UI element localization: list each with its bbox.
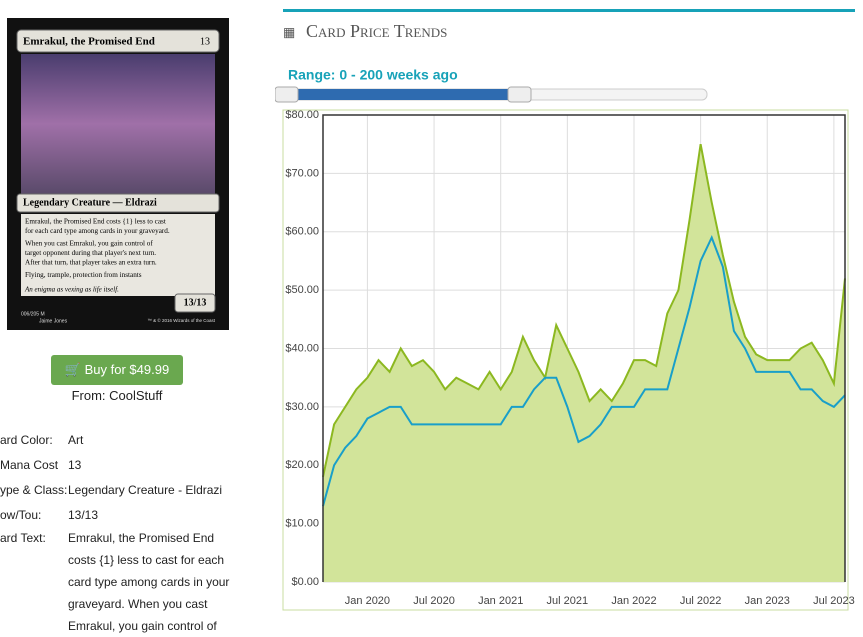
collector: 006/205 M: [21, 311, 45, 317]
type-bar: [16, 193, 220, 213]
text-box: [21, 214, 215, 296]
y-tick-label: $10.00: [285, 518, 319, 530]
x-tick-label: Jul 2020: [413, 595, 455, 607]
rule-line: target opponent during that player's nex…: [25, 249, 156, 257]
detail-value: 13: [68, 458, 82, 472]
rule-line: Flying, trample, protection from instant…: [25, 271, 142, 279]
calendar-icon: ▦: [283, 24, 295, 39]
card-image: Emrakul, the Promised End 13 Legendary C…: [7, 18, 229, 330]
copyright: ™ & © 2016 Wizards of the Coast: [147, 317, 215, 323]
x-tick-label: Jan 2021: [478, 595, 523, 607]
pt-box: [174, 293, 216, 313]
slider-range: [275, 89, 520, 100]
detail-label: ard Color:: [0, 433, 53, 447]
area: [323, 144, 845, 582]
card-name: Emrakul, the Promised End: [23, 36, 155, 48]
x-tick-label: Jul 2023: [813, 595, 855, 607]
detail-label: ype & Class:: [0, 483, 68, 497]
rules: Emrakul, the Promised End costs {1} less…: [25, 218, 170, 280]
rule-line: Emrakul, the Promised End costs {1} less…: [25, 218, 166, 226]
range-label: Range: 0 - 200 weeks ago: [288, 67, 458, 83]
chart: ▦ Card Price Trends Range: 0 - 200 weeks…: [275, 9, 855, 611]
slider-handle[interactable]: [275, 86, 299, 103]
x-tick-label: Jan 2023: [745, 595, 790, 607]
card-flavor: An enigma as vexing as life itself.: [24, 286, 119, 294]
detail-value: Emrakul, the Promised End costs {1} less…: [68, 531, 230, 633]
buy-button[interactable]: 🛒 Buy for $49.99: [51, 355, 183, 385]
y-tick-label: $50.00: [285, 284, 319, 296]
card-art: [21, 54, 215, 194]
plot-border: [322, 114, 846, 582]
rule-line: for each card type among cards in your g…: [25, 227, 170, 235]
title-bar: [16, 29, 220, 53]
slider-handle[interactable]: [507, 86, 532, 103]
chart-title: Card Price Trends: [306, 21, 447, 41]
detail-label: ow/Tou:: [0, 508, 42, 522]
line: [322, 235, 846, 507]
detail-value: Art: [68, 433, 84, 447]
buy-label: Buy for $49.99: [84, 362, 170, 377]
detail-value: Legendary Creature - Eldrazi: [68, 483, 223, 497]
detail-value: 13/13: [68, 508, 99, 522]
x-tick-label: Jan 2022: [611, 595, 656, 607]
y-tick-label: $70.00: [285, 167, 319, 179]
artist: Jaime Jones: [39, 318, 68, 324]
chart-frame: [282, 109, 849, 611]
detail-label: Mana Cost: [0, 458, 59, 472]
card-mana: 13: [200, 36, 210, 47]
y-tick-label: $40.00: [285, 342, 319, 354]
x-tick-label: Jul 2022: [680, 595, 722, 607]
y-tick-label: $60.00: [285, 226, 319, 238]
card-pt: 13/13: [184, 297, 207, 308]
rule-line: When you cast Emrakul, you gain control …: [25, 240, 153, 248]
x-tick-label: Jul 2021: [547, 595, 589, 607]
y-tick-label: $80.00: [285, 109, 319, 121]
y-tick-label: $0.00: [291, 576, 319, 588]
card-type: Legendary Creature — Eldrazi: [23, 197, 157, 208]
detail-label: ard Text:: [0, 531, 46, 545]
buy-source: From: CoolStuff: [71, 388, 163, 403]
header-rule: [283, 9, 855, 12]
x-tick-label: Jan 2020: [345, 595, 390, 607]
rule-line: After that turn, that player takes an ex…: [25, 259, 157, 267]
line: [322, 144, 846, 478]
y-tick-label: $20.00: [285, 459, 319, 471]
cart-icon: 🛒: [64, 362, 85, 377]
y-tick-label: $30.00: [285, 401, 319, 413]
